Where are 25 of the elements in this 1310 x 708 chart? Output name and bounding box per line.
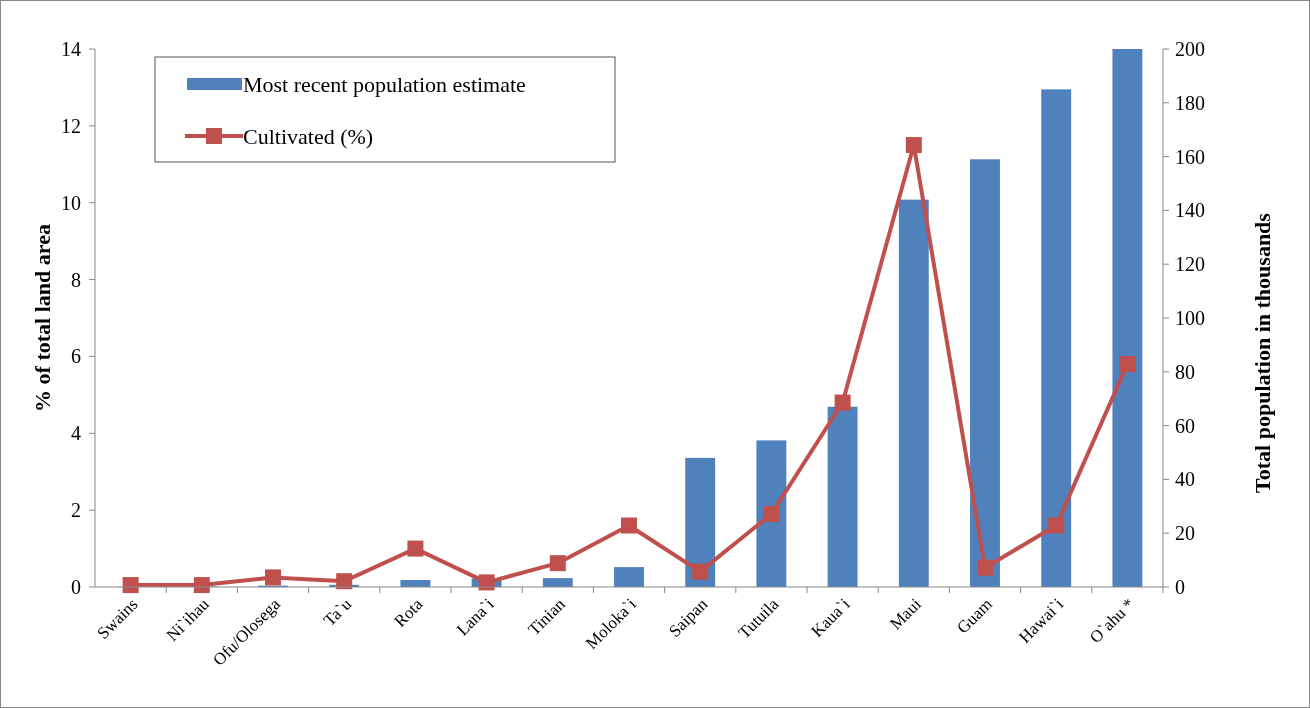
y2-tick-label: 60 [1175,414,1195,437]
y2-axis-title: Total population in thousands [1250,212,1275,493]
y2-tick-label: 120 [1175,253,1205,276]
y2-tick-label: 40 [1175,468,1195,491]
y-tick-label: 10 [61,191,81,214]
y-tick-label: 6 [71,345,81,368]
y-tick-label: 0 [71,576,81,598]
y-tick-label: 12 [61,114,81,137]
y2-tick-label: 0 [1175,576,1185,598]
legend-label: Most recent population estimate [243,71,526,97]
x-tick-label: Rota [390,594,427,631]
y2-tick-label: 100 [1175,307,1205,329]
y-tick-label: 2 [71,499,81,522]
y-tick-label: 14 [61,38,81,60]
legend-label: Cultivated (%) [243,123,374,149]
y2-tick-label: 140 [1175,199,1205,222]
y2-tick-label: 180 [1175,91,1205,114]
y2-tick-label: 200 [1175,38,1205,60]
x-tick-label: Ta`u [319,594,356,630]
y2-tick-label: 80 [1175,360,1195,383]
y2-tick-label: 160 [1175,145,1205,168]
y-tick-label: 4 [71,422,81,445]
y-axis-title: % of total land area [30,224,55,412]
y2-tick-label: 20 [1175,522,1195,545]
y-tick-label: 8 [71,268,81,291]
